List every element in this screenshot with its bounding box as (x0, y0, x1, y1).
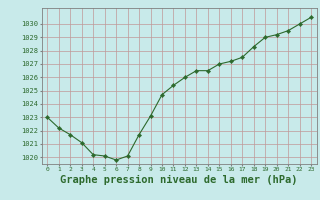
X-axis label: Graphe pression niveau de la mer (hPa): Graphe pression niveau de la mer (hPa) (60, 175, 298, 185)
